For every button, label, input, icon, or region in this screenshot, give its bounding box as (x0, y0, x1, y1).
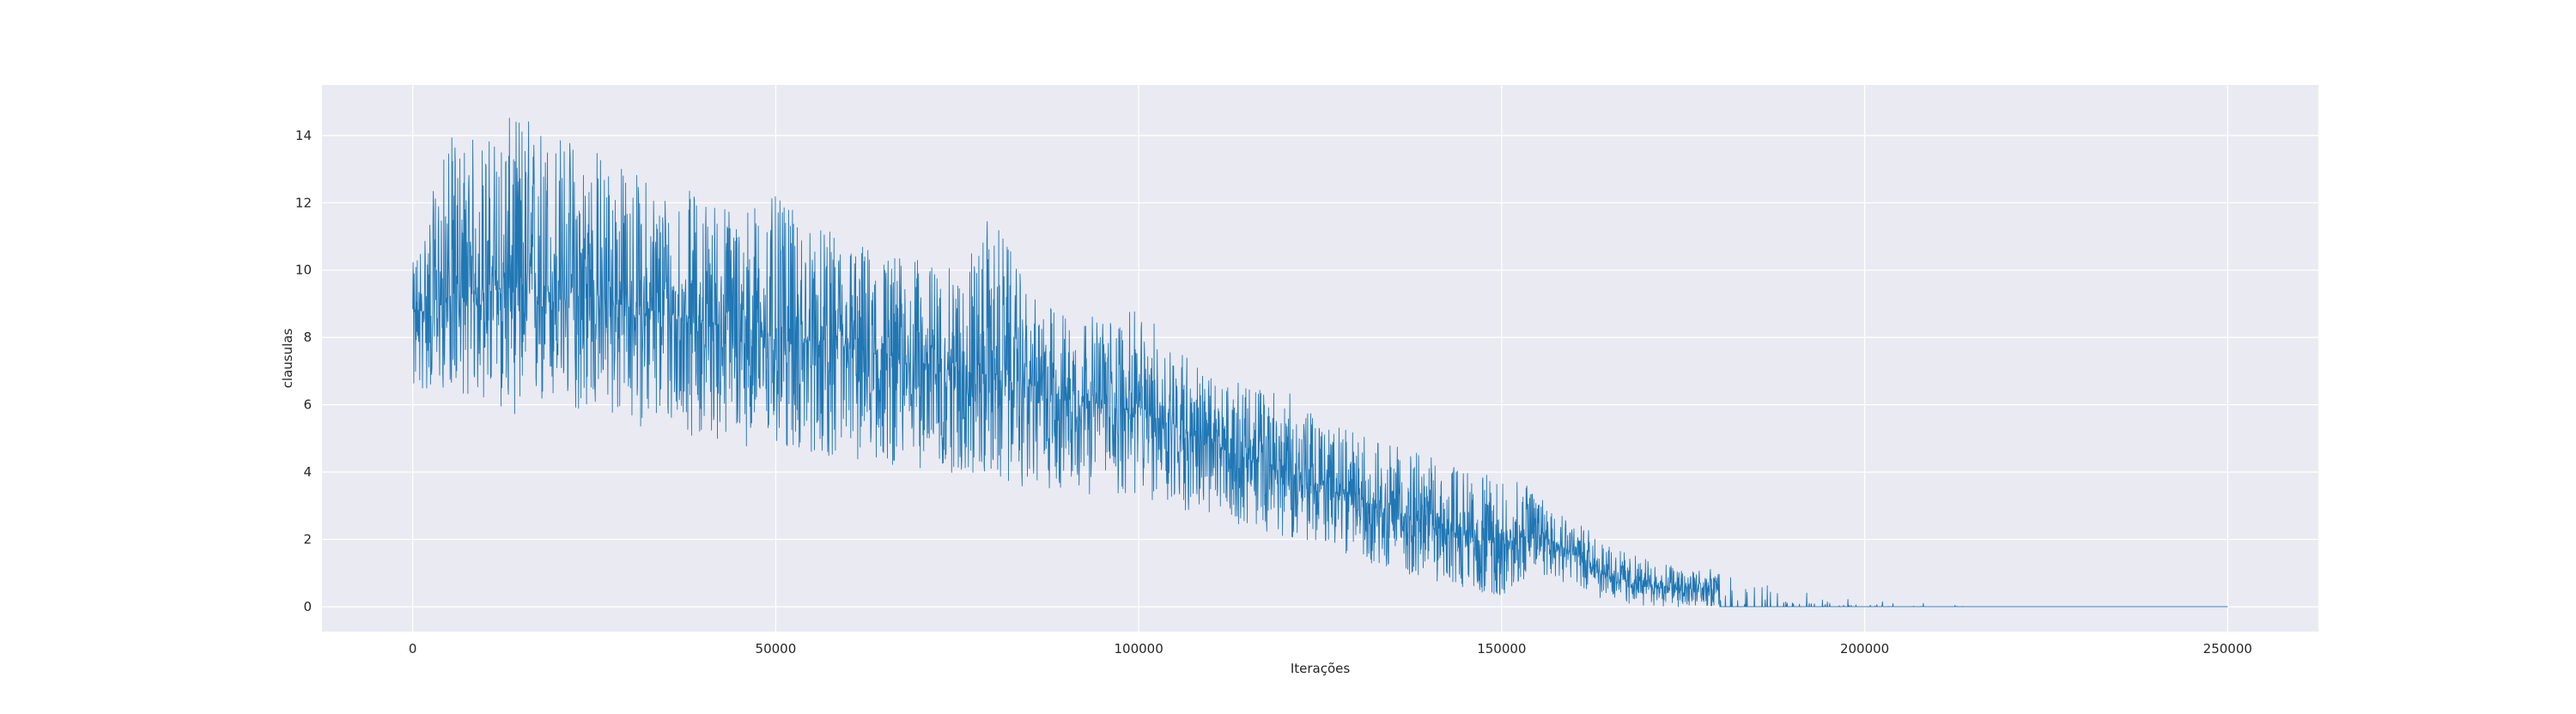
x-tick-label: 0 (409, 641, 417, 657)
x-tick-label: 50000 (756, 641, 797, 657)
tick-labels: 0 50000 100000 150000 200000 250000 0 2 4 6 8 10 12 1… (295, 128, 2252, 657)
x-tick-label: 250000 (2203, 641, 2252, 657)
y-tick-label: 10 (295, 263, 312, 278)
y-tick-label: 6 (303, 397, 312, 413)
series-line (412, 118, 2228, 608)
y-tick-label: 8 (303, 330, 312, 345)
y-tick-label: 2 (303, 532, 312, 548)
x-tick-label: 200000 (1840, 641, 1889, 657)
y-axis-label: clausulas (280, 329, 295, 389)
y-tick-label: 4 (303, 464, 312, 480)
x-axis-label: Iterações (1291, 661, 1351, 676)
series-layer (412, 118, 2228, 608)
plot-area (322, 85, 2318, 632)
y-tick-label: 0 (303, 599, 312, 614)
x-tick-label: 100000 (1115, 641, 1163, 657)
y-tick-label: 14 (295, 128, 312, 143)
y-tick-label: 12 (295, 195, 312, 210)
x-tick-label: 150000 (1477, 641, 1526, 657)
